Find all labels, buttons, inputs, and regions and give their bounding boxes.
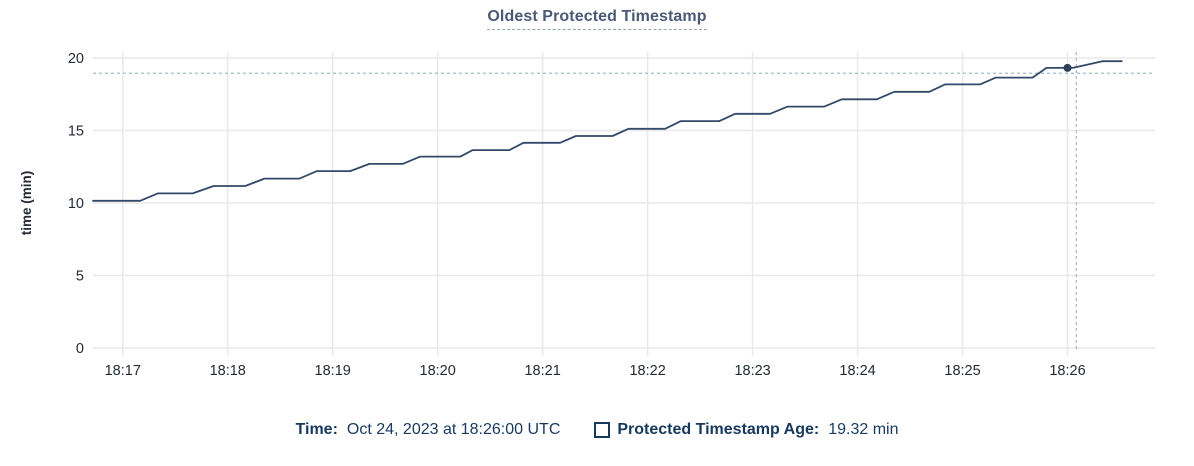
timeseries-chart[interactable]: 0 5 10 15 20 18:17 18:18 18:19 18:20 18:21 18:22 18… [0, 0, 1194, 398]
x-tick-label: 18:20 [420, 363, 456, 379]
y-tick-label: 10 [68, 196, 84, 212]
y-tick-label: 20 [68, 51, 84, 67]
legend-series-label: Protected Timestamp Age: [617, 421, 820, 438]
chart-title-row: Oldest Protected Timestamp [0, 8, 1194, 30]
x-tick-label: 18:21 [524, 363, 560, 379]
x-tick-label: 18:23 [734, 363, 770, 379]
x-tick-label: 18:24 [839, 363, 875, 379]
x-tick-label: 18:19 [315, 363, 351, 379]
x-tick-label: 18:17 [105, 363, 141, 379]
series-checkbox[interactable] [594, 422, 611, 438]
x-tick-label: 18:25 [944, 363, 980, 379]
legend-series-toggle[interactable]: Protected Timestamp Age: 19.32 min [594, 421, 898, 439]
legend-series-value: 19.32 min [828, 421, 899, 438]
x-tick-label: 18:18 [210, 363, 246, 379]
y-tick-label: 5 [76, 269, 84, 285]
x-tick-label: 18:26 [1049, 363, 1085, 379]
series-line-protected-timestamp-age [92, 60, 1123, 202]
legend-time-label: Time: [295, 421, 338, 438]
chart-title[interactable]: Oldest Protected Timestamp [487, 8, 707, 30]
x-tick-label: 18:22 [629, 363, 665, 379]
legend-time: Time: Oct 24, 2023 at 18:26:00 UTC [296, 421, 561, 439]
hover-point-dot [1063, 63, 1072, 72]
y-tick-label: 15 [68, 124, 84, 140]
y-tick-label: 0 [76, 341, 84, 357]
legend-time-value: Oct 24, 2023 at 18:26:00 UTC [346, 421, 561, 438]
chart-legend: Time: Oct 24, 2023 at 18:26:00 UTC Prote… [0, 421, 1194, 439]
y-axis-title: time (min) [19, 171, 34, 236]
